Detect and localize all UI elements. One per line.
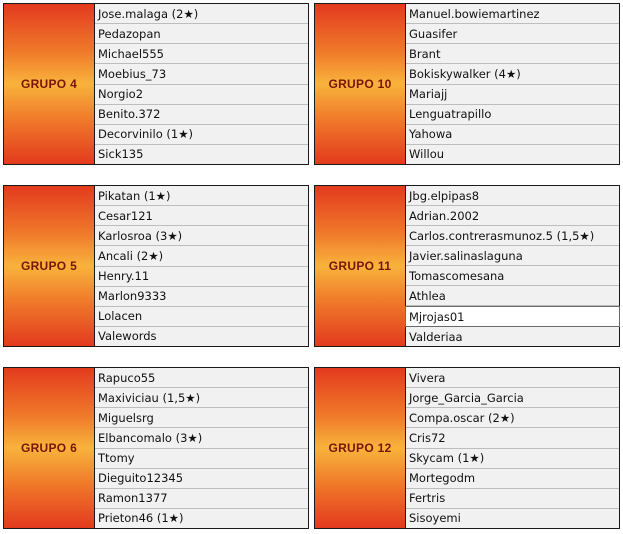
player-row: Brant — [406, 44, 619, 65]
player-row: Jose.malaga (2★) — [95, 4, 308, 25]
player-row: Elbancomalo (3★) — [95, 428, 308, 449]
player-row: Mariajj — [406, 84, 619, 105]
player-row: Compa.oscar (2★) — [406, 408, 619, 429]
player-row: Karlosroa (3★) — [95, 226, 308, 247]
player-row: Valewords — [95, 326, 308, 346]
player-row: Rapuco55 — [95, 368, 308, 389]
player-row: Jbg.elpipas8 — [406, 186, 619, 206]
player-row: Prieton46 (1★) — [95, 508, 308, 528]
player-row: Willou — [406, 144, 619, 164]
group-label: GRUPO 4 — [4, 4, 95, 164]
player-row: Skycam (1★) — [406, 448, 619, 469]
player-row: Benito.372 — [95, 104, 308, 125]
player-row: Cesar121 — [95, 206, 308, 227]
player-row: Moebius_73 — [95, 64, 308, 85]
player-row: Sisoyemi — [406, 508, 619, 528]
player-row: Maxiviciau (1,5★) — [95, 388, 308, 409]
player-row: Mortegodm — [406, 468, 619, 489]
player-row: Ttomy — [95, 448, 308, 469]
player-row: Dieguito12345 — [95, 468, 308, 489]
player-row: Pedazopan — [95, 24, 308, 45]
group-title: GRUPO 4 — [20, 77, 78, 91]
group-label: GRUPO 6 — [4, 368, 95, 528]
player-row: Henry.11 — [95, 266, 308, 287]
group-label: GRUPO 5 — [4, 186, 95, 346]
group-6-table: GRUPO 6 Rapuco55 Maxiviciau (1,5★) Migue… — [3, 367, 309, 529]
player-row: Vivera — [406, 368, 619, 389]
player-row: Lolacen — [95, 306, 308, 327]
player-row: Manuel.bowiemartinez — [406, 4, 619, 25]
player-row: Valderiaa — [406, 327, 619, 346]
group-title: GRUPO 12 — [328, 441, 392, 455]
player-row: Decorvinilo (1★) — [95, 124, 308, 145]
group-label: GRUPO 10 — [315, 4, 406, 164]
player-row: Marlon9333 — [95, 286, 308, 307]
player-row: Michael555 — [95, 44, 308, 65]
group-5-table: GRUPO 5 Pikatan (1★) Cesar121 Karlosroa … — [3, 185, 309, 347]
group-12-table: GRUPO 12 Vivera Jorge_Garcia_Garcia Comp… — [314, 367, 620, 529]
player-row: Guasifer — [406, 24, 619, 45]
player-row: Javier.salinaslaguna — [406, 246, 619, 266]
player-row: Carlos.contrerasmunoz.5 (1,5★) — [406, 226, 619, 246]
group-title: GRUPO 10 — [328, 77, 392, 91]
player-row-selected[interactable]: Mjrojas01 — [405, 306, 620, 327]
player-row: Fertris — [406, 488, 619, 509]
player-row: Athlea — [406, 286, 619, 306]
player-row: Bokiskywalker (4★) — [406, 64, 619, 85]
group-4-table: GRUPO 4 Jose.malaga (2★) Pedazopan Micha… — [3, 3, 309, 165]
player-row: Lenguatrapillo — [406, 104, 619, 125]
group-10-table: GRUPO 10 Manuel.bowiemartinez Guasifer B… — [314, 3, 620, 165]
player-row: Cris72 — [406, 428, 619, 449]
group-title: GRUPO 6 — [20, 441, 78, 455]
player-row: Ancali (2★) — [95, 246, 308, 267]
player-row: Sick135 — [95, 144, 308, 164]
group-title: GRUPO 5 — [20, 259, 78, 273]
player-row: Ramon1377 — [95, 488, 308, 509]
player-row: Jorge_Garcia_Garcia — [406, 388, 619, 409]
player-row: Adrian.2002 — [406, 206, 619, 226]
group-label: GRUPO 11 — [315, 186, 406, 346]
player-row: Norgio2 — [95, 84, 308, 105]
player-row: Yahowa — [406, 124, 619, 145]
player-row: Pikatan (1★) — [95, 186, 308, 207]
player-row: Tomascomesana — [406, 266, 619, 286]
group-title: GRUPO 11 — [328, 259, 392, 273]
group-label: GRUPO 12 — [315, 368, 406, 528]
group-11-table: GRUPO 11 Jbg.elpipas8 Adrian.2002 Carlos… — [314, 185, 620, 347]
player-row: Miguelsrg — [95, 408, 308, 429]
